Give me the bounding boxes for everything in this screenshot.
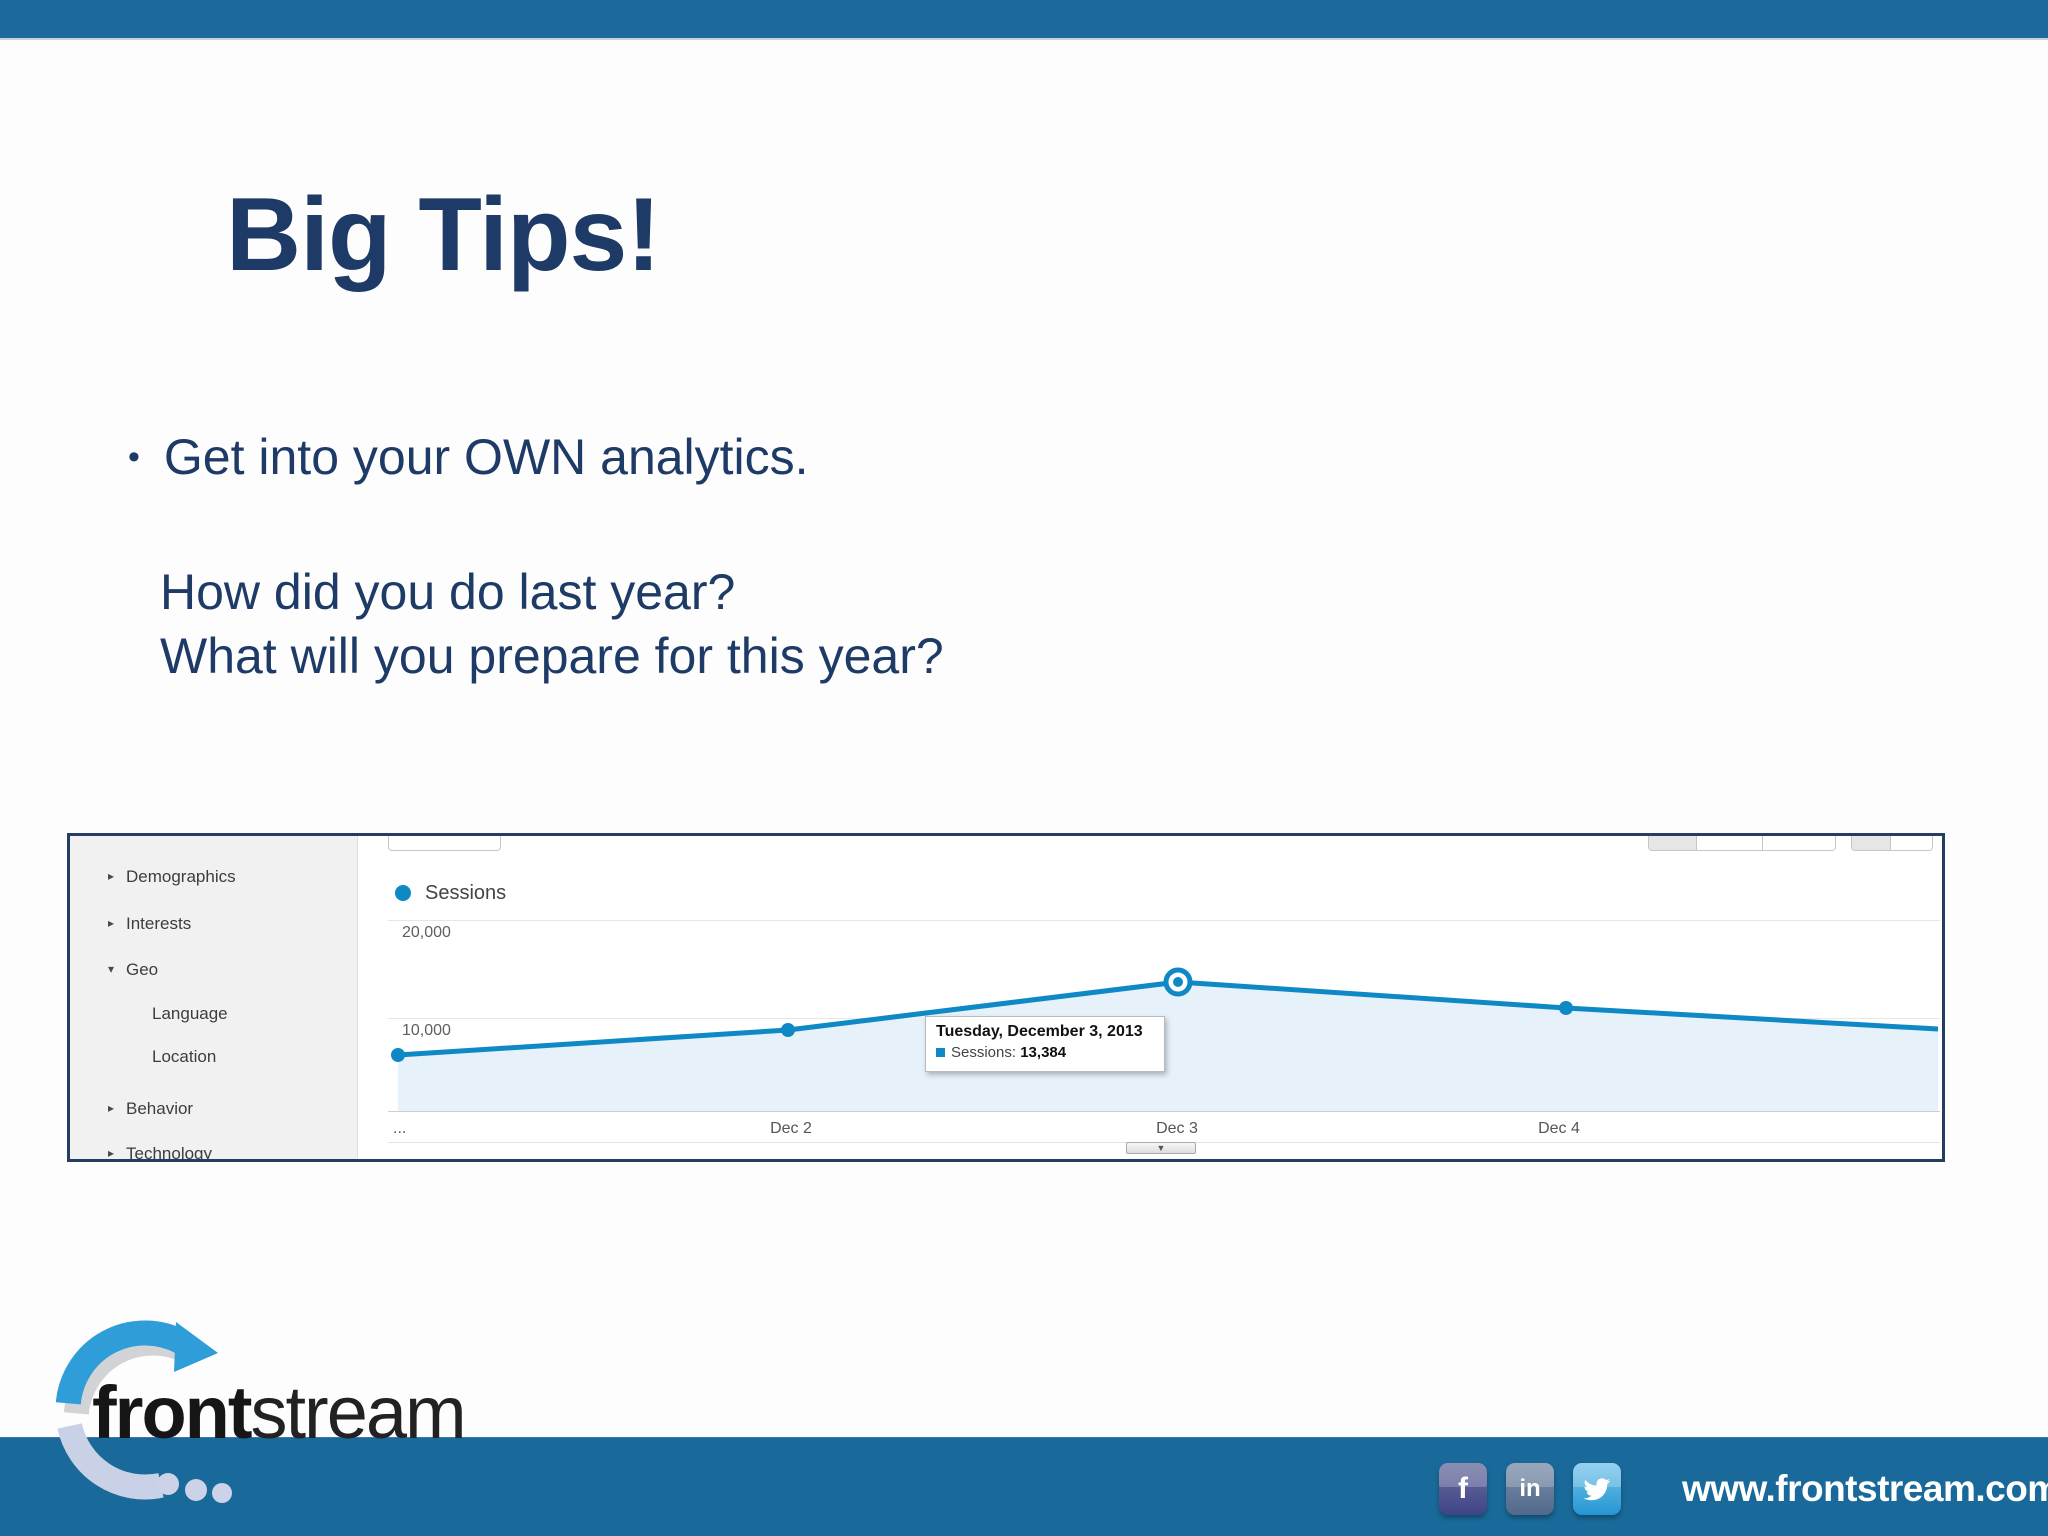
followup-line-1: How did you do last year? (160, 564, 736, 620)
timeline-slider-thumb[interactable]: ▼ (1126, 1142, 1196, 1154)
bullet-text: Get into your OWN analytics. (163, 429, 809, 485)
chevron-right-icon: ▸ (108, 916, 115, 930)
data-point-dec4[interactable] (1559, 1001, 1573, 1015)
tooltip-metric-label: Sessions: (951, 1044, 1017, 1061)
chart-tooltip: Tuesday, December 3, 2013 Sessions: 13,3… (925, 1016, 1165, 1072)
footer-website-url: www.frontstream.com (1682, 1468, 2048, 1509)
analytics-sidebar: ▸ Demographics ▸ Interests ▾ Geo Languag… (70, 836, 358, 1159)
sessions-line-chart (391, 967, 1939, 1111)
tooltip-metric-row: Sessions: 13,384 (936, 1044, 1154, 1061)
frontstream-arc-logo-icon (55, 1320, 232, 1503)
segment-1[interactable] (1852, 836, 1892, 850)
bullet-item: • Get into your OWN analytics. (128, 428, 809, 486)
sidebar-item-location[interactable]: Location (152, 1047, 217, 1066)
segment-2[interactable] (1891, 836, 1932, 850)
legend-label: Sessions (425, 882, 507, 904)
x-tick-ellipsis: ... (393, 1120, 407, 1137)
twitter-icon[interactable] (1573, 1463, 1621, 1515)
sidebar-item-behavior[interactable]: ▸ Behavior (108, 1099, 194, 1118)
caret-down-icon: ▼ (1156, 1143, 1166, 1153)
y-tick-10000: 10,000 (402, 1022, 451, 1039)
twitter-bird-icon (1583, 1478, 1611, 1501)
tooltip-metric-value: 13,384 (1020, 1044, 1067, 1061)
slide-footer-bar (0, 1437, 2048, 1536)
logo-word-front: front (92, 1371, 252, 1454)
sidebar-item-language[interactable]: Language (152, 1004, 228, 1023)
series-color-swatch-icon (936, 1048, 945, 1057)
chevron-right-icon: ▸ (108, 869, 115, 883)
sidebar-item-interests[interactable]: ▸ Interests (108, 914, 192, 933)
segment-2[interactable] (1696, 836, 1763, 850)
chart-toolbar-button-partial[interactable] (388, 836, 501, 851)
analytics-screenshot-panel: ▸ Demographics ▸ Interests ▾ Geo Languag… (67, 833, 1945, 1162)
data-point[interactable] (391, 1048, 405, 1062)
linkedin-icon[interactable]: in (1506, 1463, 1554, 1515)
x-axis-line (388, 1111, 1940, 1112)
logo-word-stream: stream (250, 1371, 467, 1454)
x-tick-dec3: Dec 3 (1156, 1120, 1198, 1137)
chart-view-segmented-control[interactable] (1648, 836, 1836, 851)
slide-top-accent-bar (0, 0, 2048, 40)
sidebar-item-geo[interactable]: ▾ Geo (108, 960, 159, 979)
sidebar-item-demographics[interactable]: ▸ Demographics (108, 867, 236, 886)
sessions-series-dot-icon (395, 885, 411, 901)
chevron-down-icon: ▾ (108, 962, 115, 976)
chart-size-segmented-control[interactable] (1851, 836, 1933, 851)
frontstream-logo-wordmark: frontstream (92, 1370, 467, 1455)
highlighted-point-dec3[interactable] (1163, 967, 1193, 997)
followup-line-2: What will you prepare for this year? (160, 628, 944, 684)
segment-1[interactable] (1649, 836, 1697, 850)
tooltip-date: Tuesday, December 3, 2013 (936, 1023, 1143, 1040)
segment-3[interactable] (1762, 836, 1835, 850)
y-tick-20000: 20,000 (402, 924, 451, 941)
bullet-icon: • (128, 438, 140, 476)
gridline-20000 (388, 920, 1940, 921)
sidebar-item-technology[interactable]: ▸ Technology (108, 1144, 213, 1162)
chevron-right-icon: ▸ (108, 1101, 115, 1115)
followup-text: How did you do last year? What will you … (160, 560, 944, 688)
sessions-area-fill (398, 982, 1938, 1111)
x-tick-dec4: Dec 4 (1538, 1120, 1580, 1137)
x-tick-dec2: Dec 2 (770, 1120, 812, 1137)
data-point-dec2[interactable] (781, 1023, 795, 1037)
slide-title: Big Tips! (226, 177, 661, 293)
facebook-icon[interactable]: f (1439, 1463, 1487, 1515)
chevron-right-icon: ▸ (108, 1146, 115, 1160)
